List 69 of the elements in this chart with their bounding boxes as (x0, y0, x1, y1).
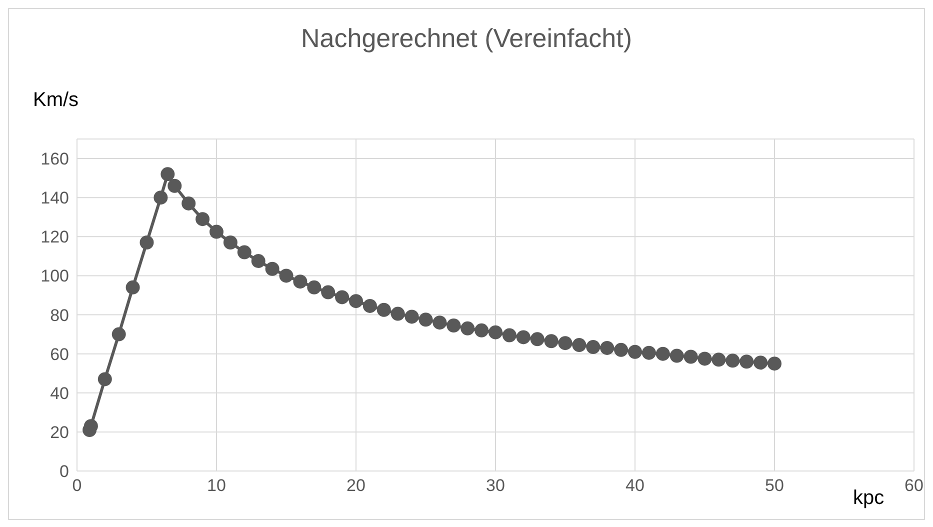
point (362, 298, 377, 313)
point (293, 274, 308, 289)
chart-title: Nachgerechnet (Vereinfacht) (300, 23, 633, 54)
point (712, 352, 726, 367)
point (768, 356, 782, 371)
x-axis-title: kpc (849, 487, 888, 510)
point (600, 340, 614, 355)
point (418, 312, 433, 327)
y-axis-title: Km/s (33, 89, 79, 112)
y-tick-label: 0 (60, 462, 69, 482)
point (628, 344, 642, 359)
point (586, 340, 600, 354)
point (376, 302, 391, 317)
point (572, 338, 586, 352)
point (670, 348, 684, 363)
x-tick-label: 0 (72, 476, 82, 496)
x-tick-label: 10 (207, 476, 226, 496)
point (642, 346, 656, 360)
point (404, 310, 419, 324)
y-tick-label: 140 (40, 188, 69, 208)
point (754, 356, 768, 370)
y-tick-label: 120 (40, 228, 69, 247)
point (614, 342, 628, 357)
point (460, 321, 475, 336)
point (126, 280, 140, 294)
point (740, 354, 754, 369)
point (558, 336, 572, 350)
point (698, 352, 712, 366)
y-tick-label: 160 (40, 150, 69, 169)
point (502, 328, 516, 342)
point (196, 212, 210, 226)
point (265, 262, 280, 276)
y-tick-label: 80 (50, 306, 69, 325)
y-tick-label: 40 (50, 384, 69, 403)
x-tick-label: 20 (346, 476, 366, 496)
point (223, 236, 238, 250)
point (474, 323, 489, 338)
y-tick-label: 20 (50, 422, 69, 442)
point (210, 224, 224, 239)
point (251, 254, 266, 268)
point (349, 294, 363, 308)
y-tick-label: 60 (50, 344, 69, 364)
y-tick-label: 100 (40, 266, 69, 286)
point (140, 236, 154, 250)
point (98, 372, 112, 386)
point (154, 190, 168, 205)
point (307, 280, 322, 294)
x-tick-label: 60 (904, 476, 924, 496)
point (544, 334, 558, 348)
x-tick-label: 50 (765, 476, 784, 496)
point (488, 325, 502, 340)
point (168, 178, 182, 193)
point (446, 318, 461, 333)
point (656, 346, 670, 361)
point (321, 285, 336, 300)
point (160, 167, 175, 182)
point (684, 350, 698, 364)
point (182, 196, 196, 210)
point (279, 268, 294, 283)
point (432, 316, 447, 330)
x-tick-label: 30 (486, 476, 505, 496)
point (335, 290, 350, 304)
point (516, 330, 530, 344)
point (112, 327, 126, 342)
point (726, 354, 740, 368)
point (237, 245, 252, 260)
point (390, 306, 405, 321)
x-tick-label: 40 (626, 476, 644, 496)
point (530, 332, 544, 346)
